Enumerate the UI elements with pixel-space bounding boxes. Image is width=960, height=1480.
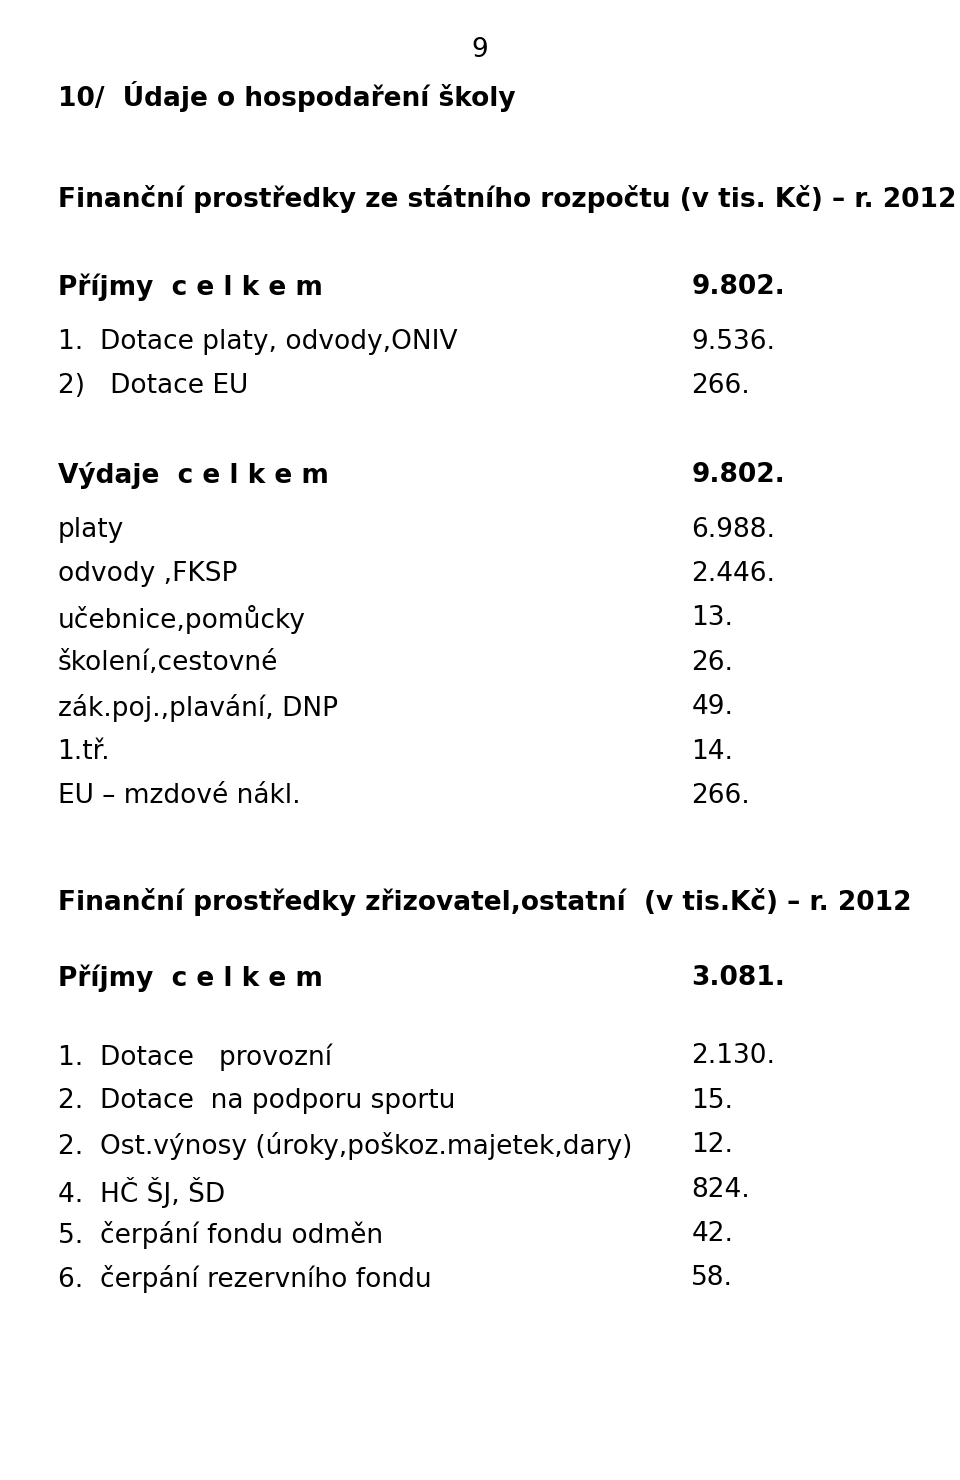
Text: 2.  Dotace  na podporu sportu: 2. Dotace na podporu sportu bbox=[58, 1088, 455, 1114]
Text: 266.: 266. bbox=[691, 373, 750, 400]
Text: 2)   Dotace EU: 2) Dotace EU bbox=[58, 373, 248, 400]
Text: 1.  Dotace   provozní: 1. Dotace provozní bbox=[58, 1043, 332, 1072]
Text: Finanční prostředky zřizovatel,ostatní  (v tis.Kč) – r. 2012: Finanční prostředky zřizovatel,ostatní (… bbox=[58, 888, 911, 916]
Text: 13.: 13. bbox=[691, 605, 733, 632]
Text: EU – mzdové nákl.: EU – mzdové nákl. bbox=[58, 783, 300, 810]
Text: 9: 9 bbox=[471, 37, 489, 64]
Text: zák.poj.,plavání, DNP: zák.poj.,plavání, DNP bbox=[58, 694, 338, 722]
Text: 9.802.: 9.802. bbox=[691, 274, 785, 300]
Text: 49.: 49. bbox=[691, 694, 733, 721]
Text: 6.988.: 6.988. bbox=[691, 517, 775, 543]
Text: 10/  Údaje o hospodaření školy: 10/ Údaje o hospodaření školy bbox=[58, 81, 516, 112]
Text: Příjmy  c e l k e m: Příjmy c e l k e m bbox=[58, 965, 323, 993]
Text: odvody ,FKSP: odvody ,FKSP bbox=[58, 561, 237, 588]
Text: 15.: 15. bbox=[691, 1088, 733, 1114]
Text: Příjmy  c e l k e m: Příjmy c e l k e m bbox=[58, 274, 323, 302]
Text: 9.536.: 9.536. bbox=[691, 329, 775, 355]
Text: platy: platy bbox=[58, 517, 124, 543]
Text: 2.130.: 2.130. bbox=[691, 1043, 775, 1070]
Text: Výdaje  c e l k e m: Výdaje c e l k e m bbox=[58, 462, 328, 488]
Text: 14.: 14. bbox=[691, 739, 733, 765]
Text: 6.  čerpání rezervního fondu: 6. čerpání rezervního fondu bbox=[58, 1265, 431, 1294]
Text: 3.081.: 3.081. bbox=[691, 965, 785, 992]
Text: 9.802.: 9.802. bbox=[691, 462, 785, 488]
Text: 2.  Ost.výnosy (úroky,poškoz.majetek,dary): 2. Ost.výnosy (úroky,poškoz.majetek,dary… bbox=[58, 1132, 632, 1160]
Text: 1.tř.: 1.tř. bbox=[58, 739, 110, 765]
Text: 824.: 824. bbox=[691, 1177, 750, 1203]
Text: 266.: 266. bbox=[691, 783, 750, 810]
Text: 58.: 58. bbox=[691, 1265, 733, 1292]
Text: 2.446.: 2.446. bbox=[691, 561, 775, 588]
Text: učebnice,pomůcky: učebnice,pomůcky bbox=[58, 605, 305, 635]
Text: 5.  čerpání fondu odměn: 5. čerpání fondu odměn bbox=[58, 1221, 383, 1249]
Text: 12.: 12. bbox=[691, 1132, 733, 1159]
Text: Finanční prostředky ze státního rozpočtu (v tis. Kč) – r. 2012: Finanční prostředky ze státního rozpočtu… bbox=[58, 185, 956, 213]
Text: 1.  Dotace platy, odvody,ONIV: 1. Dotace platy, odvody,ONIV bbox=[58, 329, 457, 355]
Text: 26.: 26. bbox=[691, 650, 733, 676]
Text: 42.: 42. bbox=[691, 1221, 733, 1248]
Text: 4.  HČ ŠJ, ŠD: 4. HČ ŠJ, ŠD bbox=[58, 1177, 225, 1208]
Text: školení,cestovné: školení,cestovné bbox=[58, 650, 278, 676]
